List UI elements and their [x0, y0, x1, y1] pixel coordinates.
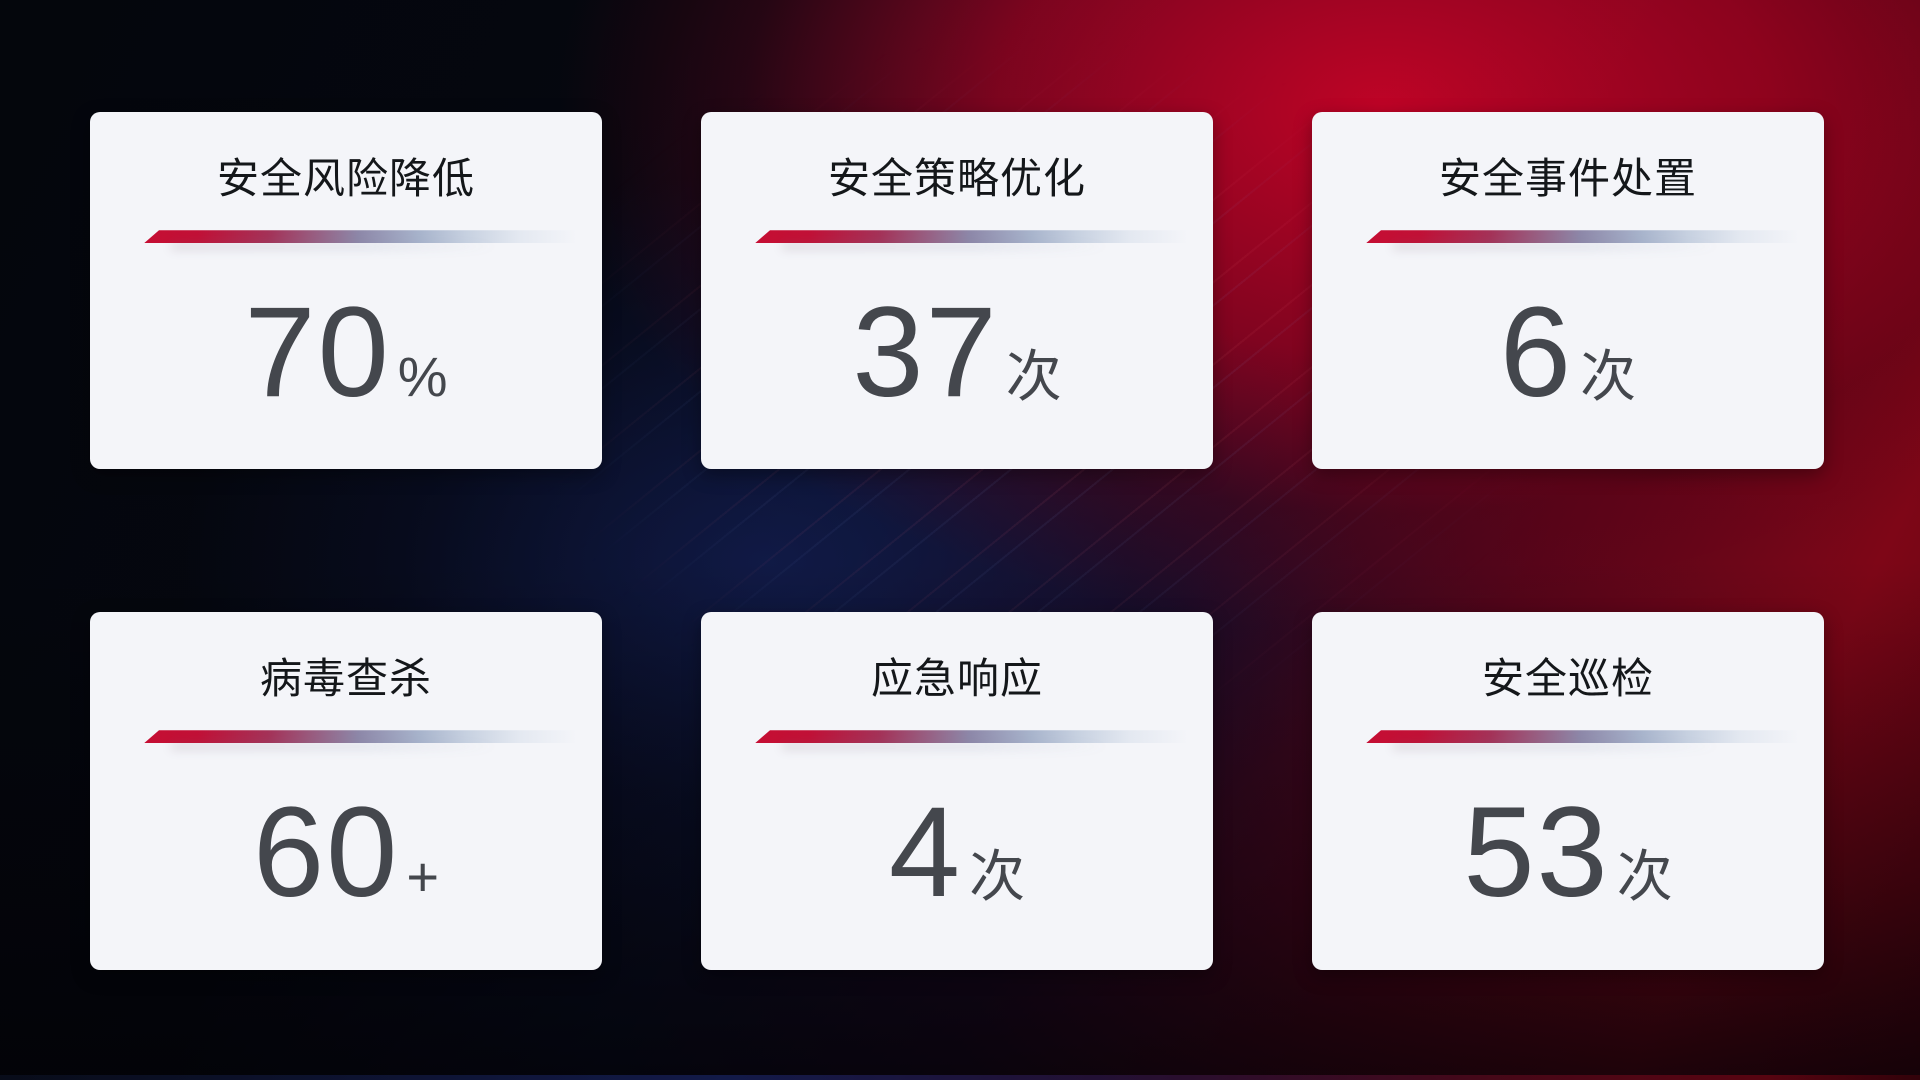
value-number: 4: [888, 781, 963, 925]
card-title: 病毒查杀: [259, 655, 432, 702]
stat-card-risk-reduction: 安全风险降低 70%: [90, 112, 602, 469]
stat-card-virus-scan: 病毒查杀 60 +: [90, 612, 602, 970]
value-number: 70: [244, 281, 391, 425]
value-number: 60: [252, 781, 400, 925]
stat-card-policy-optimization: 安全策略优化 37 次: [701, 112, 1213, 469]
stat-cards-grid: 安全风险降低 70% 安全策略优化 37 次 安全事件处置: [90, 112, 1824, 970]
card-title: 安全巡检: [1481, 655, 1654, 702]
card-value-row: 70%: [244, 289, 447, 417]
value-unit: 次: [1005, 345, 1062, 409]
value-unit: +: [406, 845, 440, 909]
stat-card-security-inspection: 安全巡检 53 次: [1312, 612, 1824, 970]
gradient-divider: [144, 730, 590, 751]
gradient-divider: [755, 230, 1201, 251]
card-title: 安全事件处置: [1438, 155, 1697, 202]
card-title: 应急响应: [870, 655, 1043, 702]
gradient-divider: [1366, 730, 1812, 751]
gradient-divider: [755, 730, 1201, 751]
bottom-accent-strip: [0, 1075, 1920, 1080]
card-title: 安全策略优化: [827, 155, 1086, 202]
card-value-row: 53 次: [1463, 789, 1672, 917]
card-title: 安全风险降低: [216, 155, 475, 202]
value-number: 53: [1463, 781, 1610, 925]
value-unit: 次: [1616, 845, 1673, 909]
card-value-row: 37 次: [852, 289, 1061, 417]
value-number: 6: [1499, 281, 1574, 425]
value-unit: 次: [969, 845, 1026, 909]
gradient-divider: [144, 230, 590, 251]
value-number: 37: [852, 281, 999, 425]
gradient-divider: [1366, 230, 1812, 251]
value-unit: %: [397, 345, 448, 409]
value-unit: 次: [1580, 345, 1637, 409]
card-value-row: 60 +: [253, 789, 439, 917]
